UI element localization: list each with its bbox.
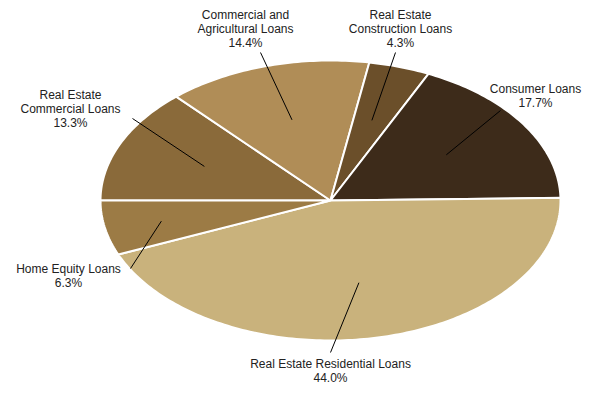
svg-text:Consumer Loans17.7%: Consumer Loans17.7% <box>490 82 581 110</box>
svg-text:Real Estate Residential Loans4: Real Estate Residential Loans44.0% <box>250 357 411 385</box>
svg-text:Home Equity Loans6.3%: Home Equity Loans6.3% <box>16 262 121 290</box>
svg-text:Real EstateCommercial Loans13.: Real EstateCommercial Loans13.3% <box>20 88 120 130</box>
svg-text:Real EstateConstruction Loans4: Real EstateConstruction Loans4.3% <box>349 8 452 50</box>
svg-text:Commercial andAgricultural Loa: Commercial andAgricultural Loans14.4% <box>197 8 293 50</box>
